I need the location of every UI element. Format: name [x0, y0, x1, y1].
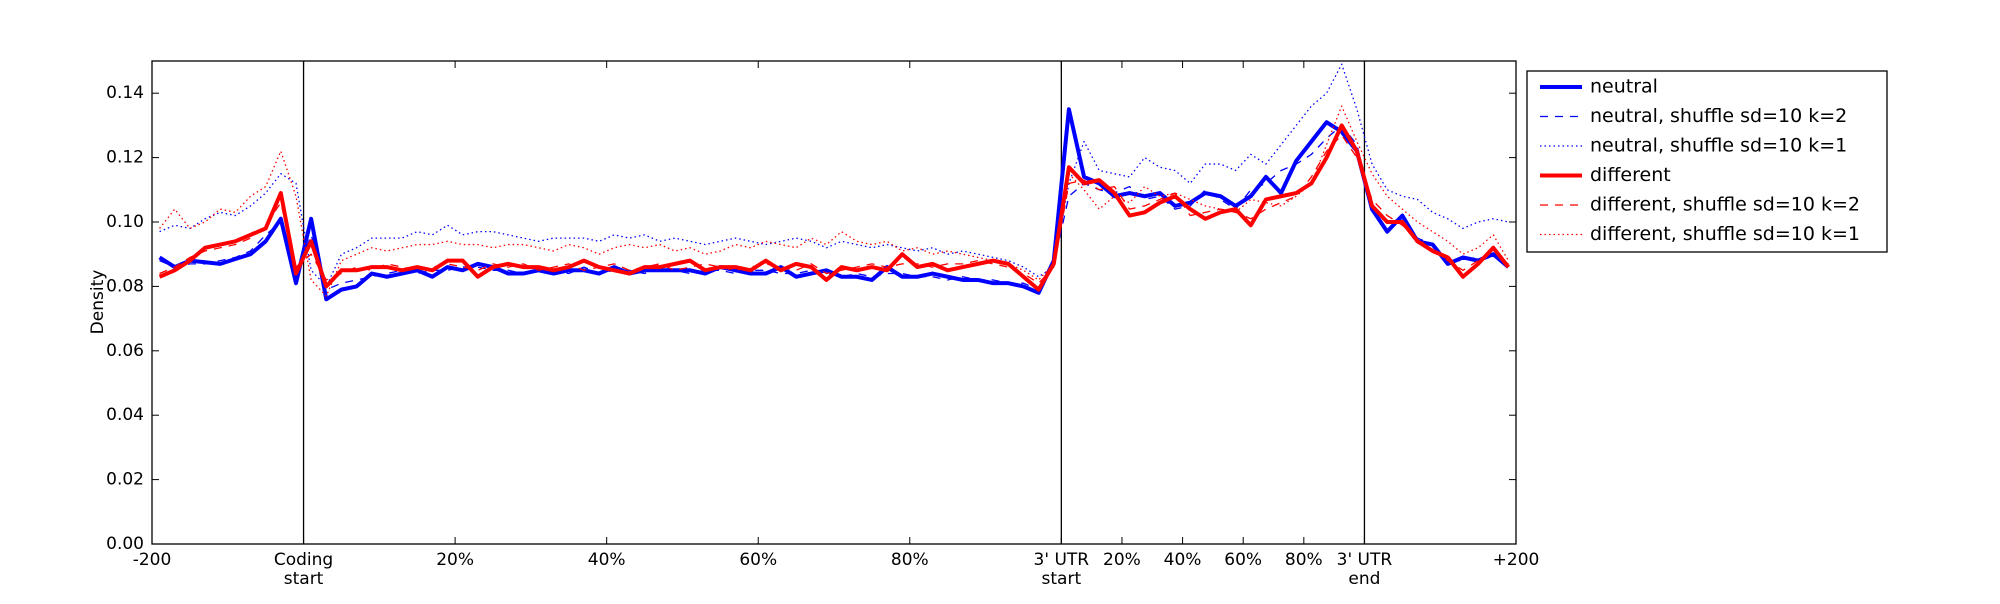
series-line: [159, 105, 1509, 297]
y-tick-label: 0.14: [106, 83, 144, 103]
x-tick-label: -200: [133, 550, 172, 570]
legend-label: different, shuffle sd=10 k=2: [1590, 194, 1860, 216]
y-tick-label: 0.12: [106, 148, 144, 168]
legend-label: neutral, shuffle sd=10 k=1: [1590, 135, 1847, 157]
x-tick-label: 80%: [1285, 550, 1323, 570]
series-line: [159, 134, 1509, 284]
x-tick-label: 20%: [436, 550, 474, 570]
x-tick-label: 3' UTR start: [1034, 550, 1090, 589]
x-tick-label: 80%: [891, 550, 929, 570]
x-tick-label: Coding start: [274, 550, 333, 589]
series-line: [158, 123, 1510, 292]
x-tick-label: +200: [1493, 550, 1540, 570]
x-tick-label: 40%: [588, 550, 626, 570]
x-tick-label: 3' UTR end: [1337, 550, 1393, 589]
y-tick-label: 0.10: [106, 212, 144, 232]
y-tick-label: 0.00: [106, 534, 144, 554]
y-tick-label: 0.06: [106, 341, 144, 361]
y-axis-label: Density: [88, 270, 108, 335]
x-tick-label: 40%: [1164, 550, 1202, 570]
legend-label: different, shuffle sd=10 k=1: [1590, 223, 1860, 245]
x-tick-label: 60%: [739, 550, 777, 570]
y-tick-label: 0.04: [106, 405, 144, 425]
plot-frame: [151, 60, 1517, 545]
legend-label: neutral, shuffle sd=10 k=2: [1590, 105, 1847, 127]
y-tick-label: 0.02: [106, 470, 144, 490]
legend-label: neutral: [1590, 76, 1658, 98]
x-tick-label: 20%: [1103, 550, 1141, 570]
legend: neutral neutral, shuffle sd=10 k=2 neutral…: [1526, 70, 1888, 253]
x-tick-label: 60%: [1224, 550, 1262, 570]
y-tick-label: 0.08: [106, 276, 144, 296]
series-line: [159, 63, 1509, 288]
legend-box: [1526, 70, 1888, 253]
legend-label: different: [1590, 164, 1671, 186]
